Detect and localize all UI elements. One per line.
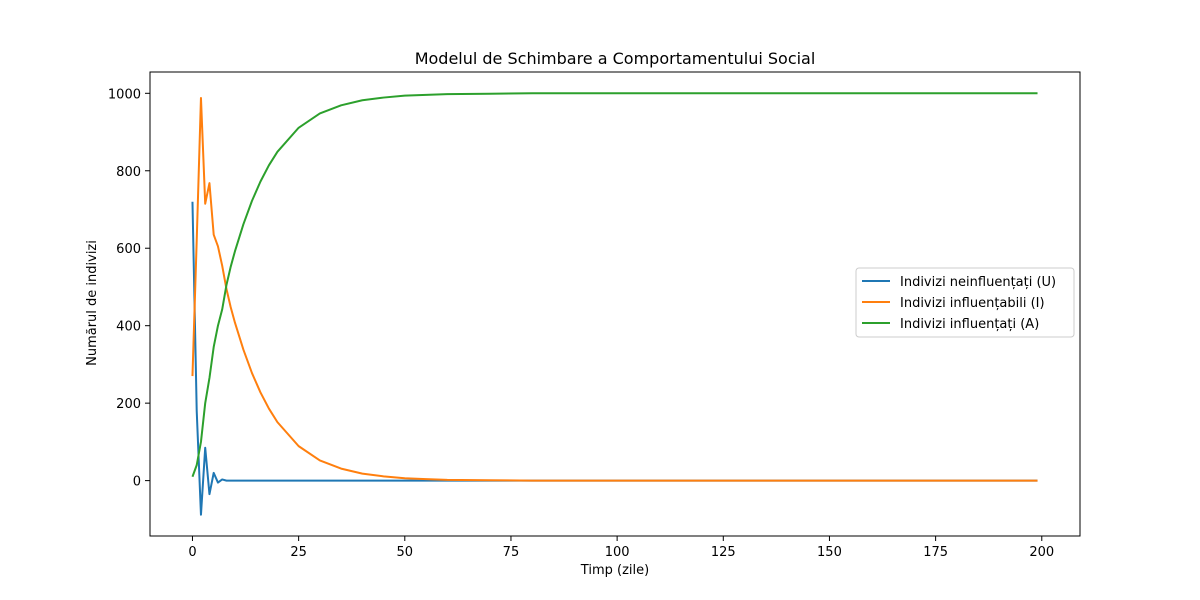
y-tick-label-4: 800 <box>116 165 141 180</box>
x-tick-label-8: 200 <box>1029 545 1054 560</box>
axis-ticks: 0 25 50 75 100 125 150 175 200 0 200 400 600 800 1000 <box>108 87 1054 560</box>
series-line-2 <box>191 92 1038 478</box>
y-tick-label-3: 600 <box>116 242 141 257</box>
y-tick-label-2: 400 <box>116 320 141 335</box>
x-tick-label-1: 25 <box>290 545 307 560</box>
x-tick-label-0: 0 <box>188 545 196 560</box>
y-tick-label-5: 1000 <box>108 87 141 102</box>
legend: Indivizi neinfluențați (U) Indivizi influ… <box>855 267 1075 338</box>
x-tick-label-3: 75 <box>503 545 520 560</box>
x-tick-label-6: 150 <box>817 545 842 560</box>
x-tick-label-7: 175 <box>923 545 948 560</box>
legend-label-1: Indivizi influențabili (I) <box>900 296 1045 311</box>
series-line-1 <box>191 96 1038 482</box>
x-tick-label-5: 125 <box>711 545 736 560</box>
y-axis-label: Numărul de indivizi <box>85 240 100 366</box>
x-axis-label: Timp (zile) <box>580 563 649 578</box>
y-tick-label-0: 0 <box>133 475 141 490</box>
legend-label-2: Indivizi influențați (A) <box>900 317 1039 332</box>
legend-box <box>855 267 1075 338</box>
chart-title: Modelul de Schimbare a Comportamentului … <box>415 49 816 68</box>
x-tick-label-4: 100 <box>605 545 630 560</box>
x-tick-label-2: 50 <box>397 545 414 560</box>
plot-area <box>191 92 1038 516</box>
series-line-0 <box>191 201 1038 516</box>
legend-label-0: Indivizi neinfluențați (U) <box>900 275 1056 290</box>
y-tick-label-1: 200 <box>116 397 141 412</box>
axes-frame <box>149 71 1081 537</box>
